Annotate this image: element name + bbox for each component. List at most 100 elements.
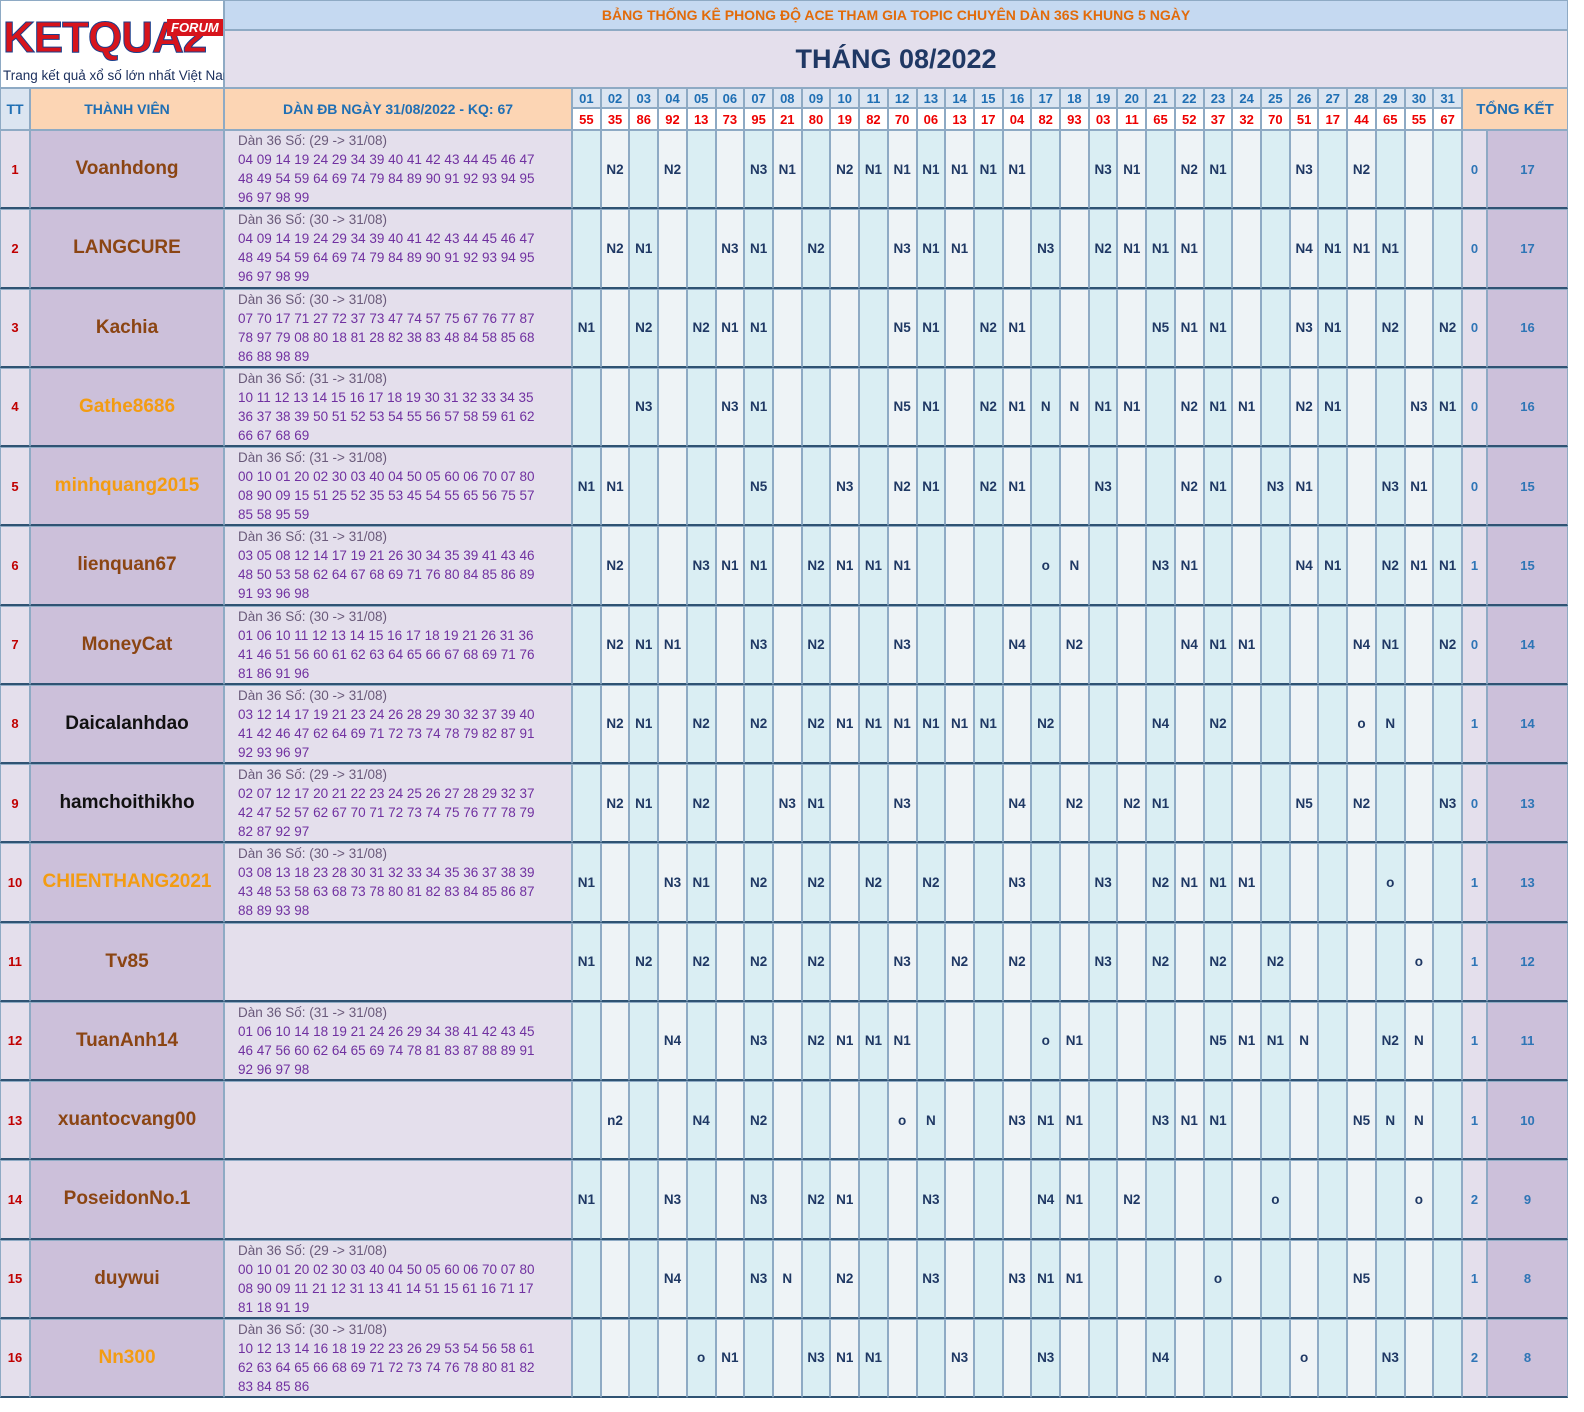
day-cell: N: [1031, 367, 1061, 447]
day-cell: [600, 922, 630, 1002]
day-cell: [658, 1081, 687, 1161]
day-cell: [1433, 684, 1462, 764]
day-label: 17: [1031, 88, 1061, 108]
day-cell: N1: [916, 447, 946, 527]
day-cell: N1: [1031, 1239, 1061, 1319]
dan-numbers: 62 63 64 65 66 68 69 71 72 73 74 76 78 8…: [238, 1359, 535, 1375]
row-number: 16: [0, 1318, 30, 1398]
day-cell: N2: [801, 209, 831, 289]
day-cell: [1117, 526, 1147, 606]
day-cell: N3: [830, 447, 860, 527]
day-cell: [1375, 1239, 1405, 1319]
dan-heading: Dàn 36 Số: (31 -> 31/08): [238, 370, 387, 386]
day-result: 65: [1375, 108, 1405, 130]
dan-header: DÀN ĐB NGÀY 31/08/2022 - KQ: 67: [224, 88, 572, 130]
day-cell: o: [1289, 1318, 1319, 1398]
dan-heading: Dàn 36 Số: (31 -> 31/08): [238, 1004, 387, 1020]
logo-badge: FORUM: [167, 19, 223, 36]
day-cell: [1261, 843, 1290, 923]
day-cell: [686, 1001, 716, 1081]
day-cell: N1: [629, 684, 659, 764]
day-cell: N1: [916, 684, 946, 764]
day-cell: [1174, 922, 1204, 1002]
day-cell: N1: [1318, 288, 1348, 368]
day-result: 21: [772, 108, 802, 130]
day-cell: [887, 1318, 917, 1398]
day-cell: N1: [1174, 1081, 1204, 1161]
day-cell: [1347, 447, 1376, 527]
day-cell: [715, 1160, 745, 1240]
day-cell: [686, 447, 716, 527]
day-cell: N1: [916, 288, 946, 368]
day-cell: N1: [1174, 843, 1204, 923]
day-cell: [916, 922, 946, 1002]
day-cell: [686, 130, 716, 210]
day-label: 15: [973, 88, 1003, 108]
day-cell: N1: [1232, 367, 1262, 447]
member-name: Daicalanhdao: [30, 684, 224, 764]
logo-tagline: Trang kết quả xổ số lớn nhất Việt Nam: [3, 68, 234, 83]
day-cell: [830, 1081, 860, 1161]
day-cell: N5: [887, 288, 917, 368]
day-cell: N1: [572, 288, 601, 368]
day-cell: N2: [686, 288, 716, 368]
day-cell: [572, 1239, 601, 1319]
day-cell: N1: [830, 526, 860, 606]
day-cell: [1117, 1001, 1147, 1081]
day-label: 10: [830, 88, 860, 108]
day-cell: [859, 1239, 888, 1319]
day-cell: N5: [887, 367, 917, 447]
day-cell: [945, 605, 974, 685]
day-cell: N1: [1060, 1081, 1089, 1161]
day-cell: [1375, 764, 1405, 844]
day-cell: [572, 605, 601, 685]
day-cell: [945, 843, 974, 923]
day-cell: N2: [1347, 764, 1376, 844]
day-result: 04: [1002, 108, 1032, 130]
day-cell: [1002, 684, 1032, 764]
member-name: MoneyCat: [30, 605, 224, 685]
day-cell: N3: [1002, 843, 1032, 923]
day-cell: [772, 922, 802, 1002]
day-cell: [1060, 447, 1089, 527]
dan-heading: Dàn 36 Số: (29 -> 31/08): [238, 767, 387, 783]
logo: KETQUA2 FORUM Trang kết quả xổ số lớn nh…: [0, 0, 234, 88]
day-cell: [973, 526, 1003, 606]
day-cell: o: [1203, 1239, 1233, 1319]
day-cell: N3: [1375, 447, 1405, 527]
day-cell: [629, 1239, 659, 1319]
day-cell: [1404, 130, 1434, 210]
day-cell: [973, 209, 1003, 289]
day-cell: [859, 288, 888, 368]
day-cell: N1: [600, 447, 630, 527]
day-cell: N3: [772, 764, 802, 844]
day-cell: N1: [715, 1318, 745, 1398]
day-cell: [1117, 1081, 1147, 1161]
day-cell: N3: [1088, 130, 1118, 210]
day-cell: N2: [1031, 684, 1061, 764]
day-cell: N2: [1174, 447, 1204, 527]
day-cell: N1: [1347, 209, 1376, 289]
day-cell: N1: [1203, 843, 1233, 923]
day-label: 26: [1289, 88, 1319, 108]
day-cell: [1347, 922, 1376, 1002]
day-cell: [973, 1318, 1003, 1398]
day-cell: [973, 764, 1003, 844]
day-cell: [1404, 605, 1434, 685]
day-cell: N2: [1002, 922, 1032, 1002]
day-cell: [859, 605, 888, 685]
day-cell: N2: [1203, 684, 1233, 764]
day-cell: N3: [1002, 1239, 1032, 1319]
day-cell: [1261, 1239, 1290, 1319]
day-label: 21: [1146, 88, 1175, 108]
day-label: 16: [1002, 88, 1032, 108]
dan-numbers: 48 49 54 59 64 69 74 79 84 89 90 91 92 9…: [238, 171, 535, 187]
day-cell: [772, 288, 802, 368]
day-cell: N1: [744, 367, 773, 447]
day-cell: N3: [744, 1001, 773, 1081]
dan-numbers: 00 10 01 20 02 30 03 40 04 50 05 60 06 7…: [238, 1261, 535, 1277]
day-cell: [1174, 684, 1204, 764]
dan-cell: [224, 1081, 572, 1161]
day-cell: [1318, 447, 1348, 527]
day-result: 44: [1347, 108, 1376, 130]
